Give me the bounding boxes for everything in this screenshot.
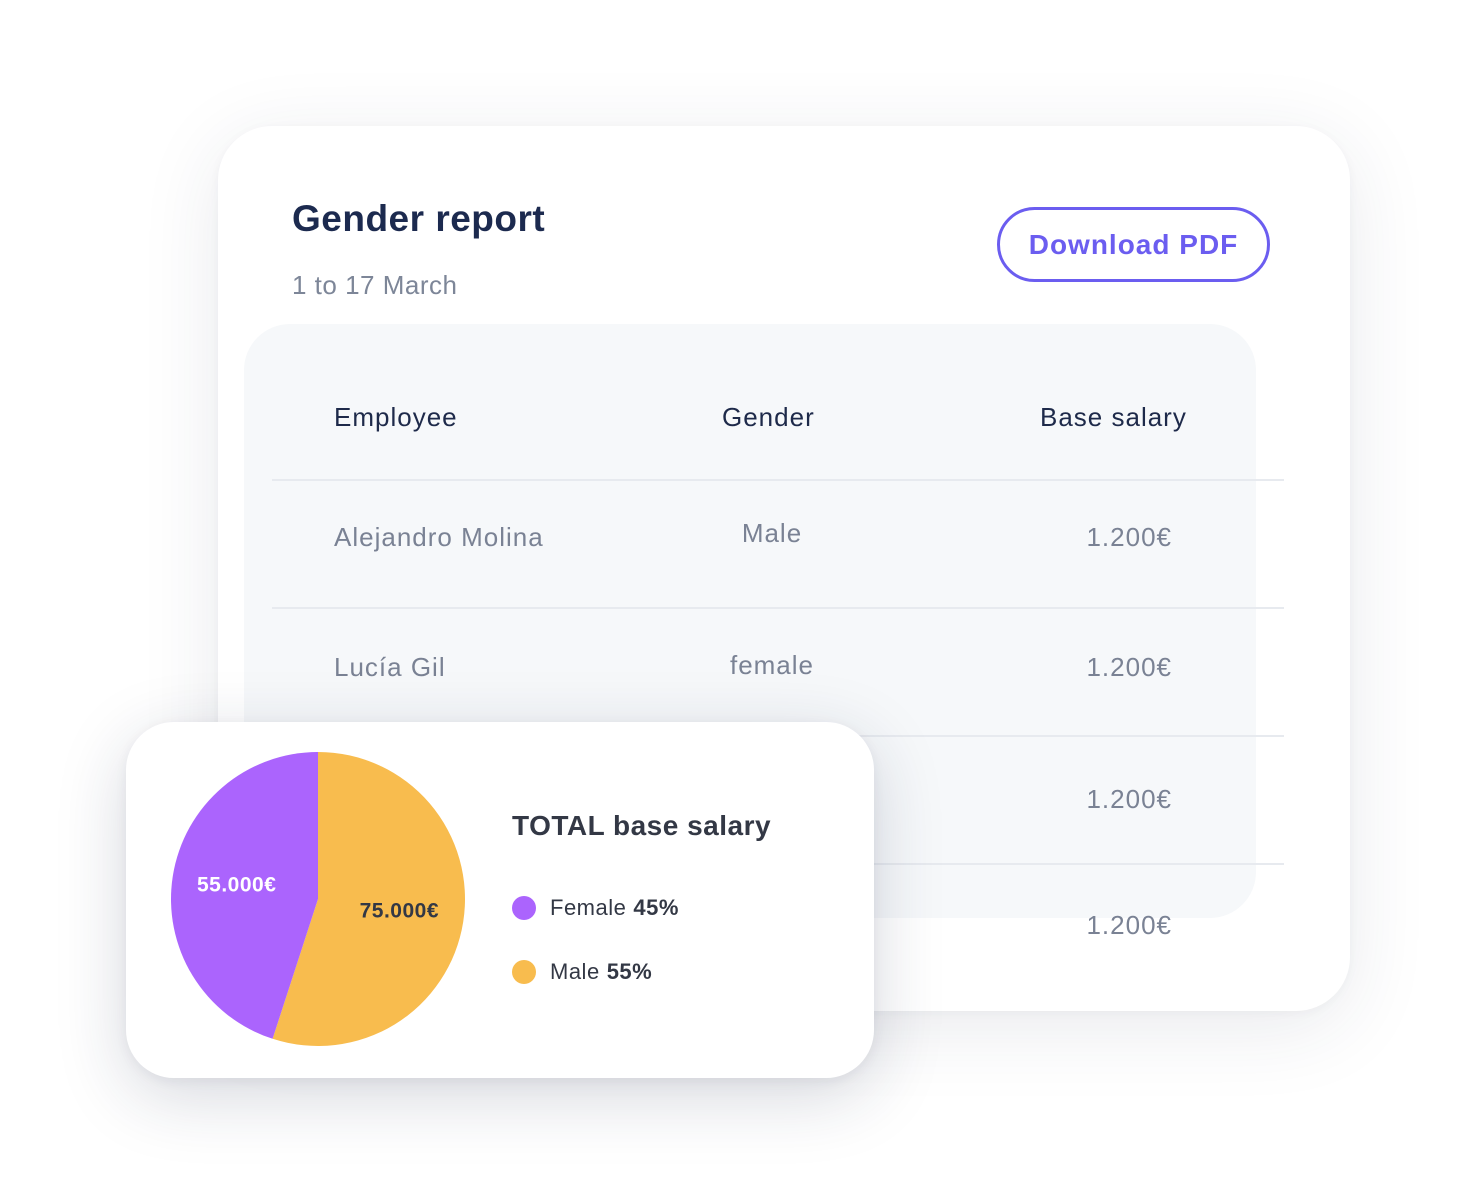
table-row-2-gender: female (729, 650, 815, 680)
legend-value-male: 55% (606, 959, 653, 984)
legend-item-female: Female 45% (512, 893, 679, 923)
pie-label-female: 55.000€ (197, 874, 276, 897)
column-header-base-salary[interactable]: Base salary (1040, 402, 1187, 432)
row-divider (272, 607, 1284, 609)
legend-dot-male (512, 960, 536, 984)
report-title: Gender report (292, 198, 546, 239)
download-pdf-button[interactable]: Download PDF (997, 207, 1270, 282)
legend-label-female: Female (550, 895, 627, 920)
pie-label-male: 75.000€ (360, 899, 439, 922)
table-row-1-employee: Alejandro Molina (334, 522, 544, 552)
legend-dot-female (512, 896, 536, 920)
table-row-1-gender: Male (741, 518, 803, 548)
table-row-3-salary: 1.200€ (1086, 784, 1172, 814)
legend-value-female: 45% (633, 895, 679, 920)
table-row-2-employee: Lucía Gil (334, 652, 446, 682)
column-header-employee[interactable]: Employee (334, 402, 458, 432)
pie-slice-male (272, 752, 466, 1046)
table-row-4-salary: 1.200€ (1086, 910, 1172, 940)
column-header-gender[interactable]: Gender (722, 402, 815, 432)
table-row-2-salary: 1.200€ (1086, 652, 1172, 682)
row-divider (272, 479, 1284, 481)
legend-item-male: Male 55% (512, 957, 652, 987)
report-date-range: 1 to 17 March (292, 270, 458, 300)
chart-title: TOTAL base salary (512, 810, 772, 841)
table-row-1-salary: 1.200€ (1086, 522, 1172, 552)
legend-label-male: Male (550, 959, 600, 984)
pie-slice-female (171, 751, 318, 1039)
